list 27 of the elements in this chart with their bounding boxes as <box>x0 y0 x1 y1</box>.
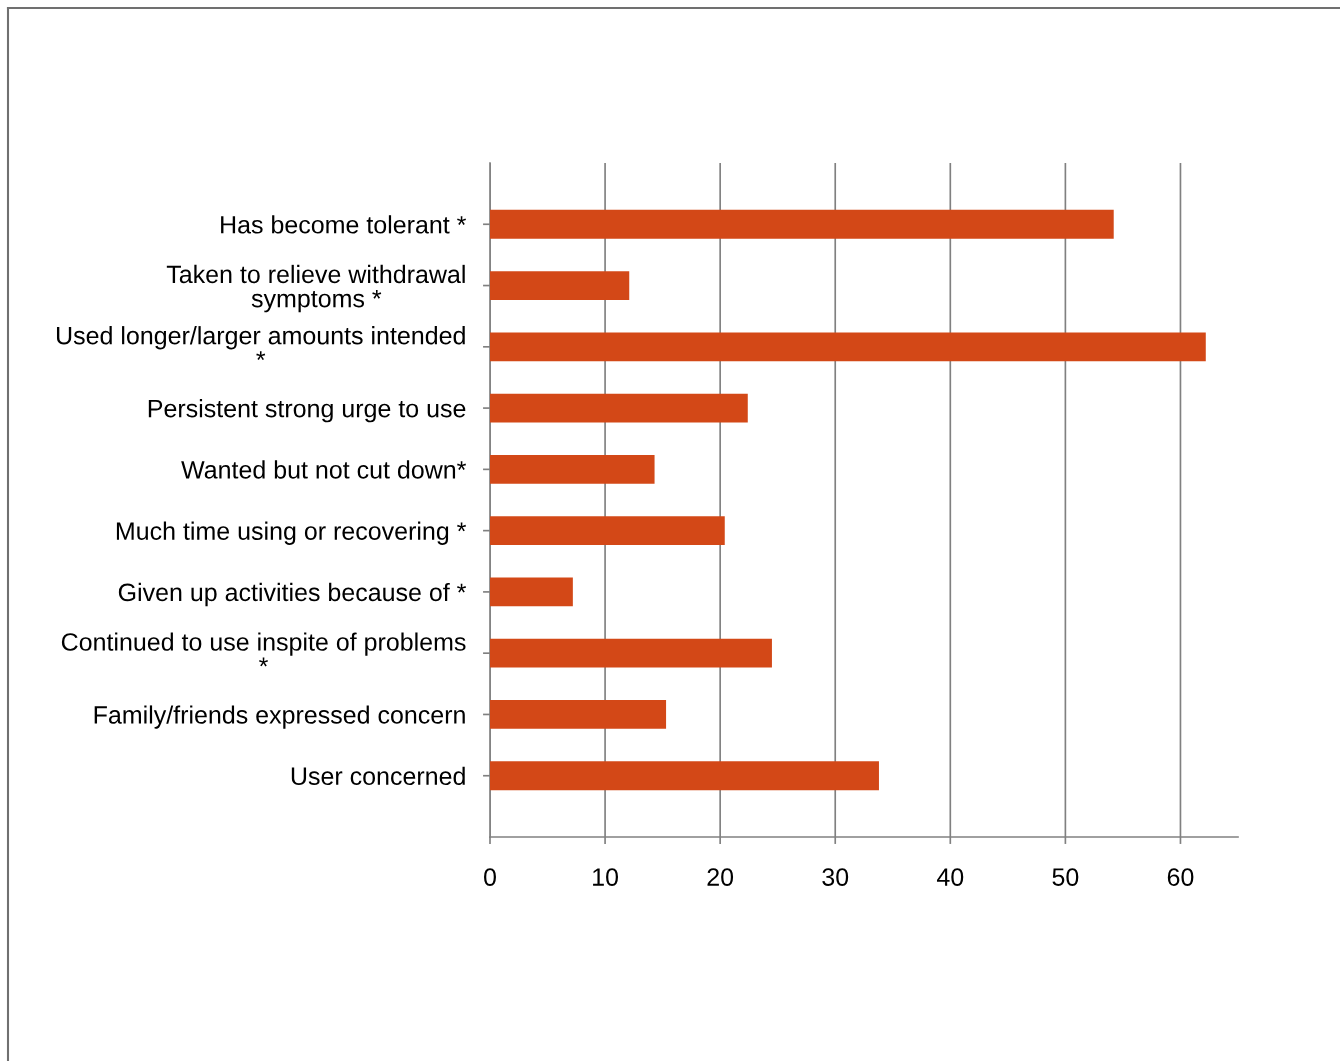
bar <box>490 700 667 729</box>
y-tick-label: Used longer/larger amounts intended * <box>56 326 465 361</box>
x-tick-label: 50 <box>1052 868 1079 886</box>
bar <box>490 454 655 484</box>
x-tick-label: 20 <box>707 868 734 886</box>
bar <box>490 516 725 546</box>
y-tick-label: Much time using or recovering * <box>116 521 467 545</box>
bar <box>490 638 772 668</box>
y-tick-label: User concerned <box>291 766 465 786</box>
bar <box>490 271 630 300</box>
x-tick-label: 10 <box>593 868 618 886</box>
y-tick-label: Wanted but not cut down* <box>181 460 467 479</box>
y-tick-label: Taken to relieve withdrawal symptoms * <box>166 264 465 313</box>
bar <box>490 577 573 607</box>
bar <box>490 209 1114 239</box>
bar <box>490 332 1206 362</box>
x-tick-label: 40 <box>936 868 964 886</box>
bar <box>490 393 748 423</box>
y-tick-label: Continued to use inspite of problems * <box>61 632 466 667</box>
x-tick-label: 0 <box>484 868 496 886</box>
y-tick-label: Given up activities because of * <box>118 582 467 607</box>
bar <box>490 761 879 791</box>
y-tick-label: Has become tolerant * <box>221 215 467 234</box>
x-tick-label: 60 <box>1167 868 1194 886</box>
y-tick-label: Persistent strong urge to use <box>148 399 466 423</box>
x-tick-label: 30 <box>822 868 849 886</box>
y-tick-label: Family/friends expressed concern <box>94 705 465 729</box>
